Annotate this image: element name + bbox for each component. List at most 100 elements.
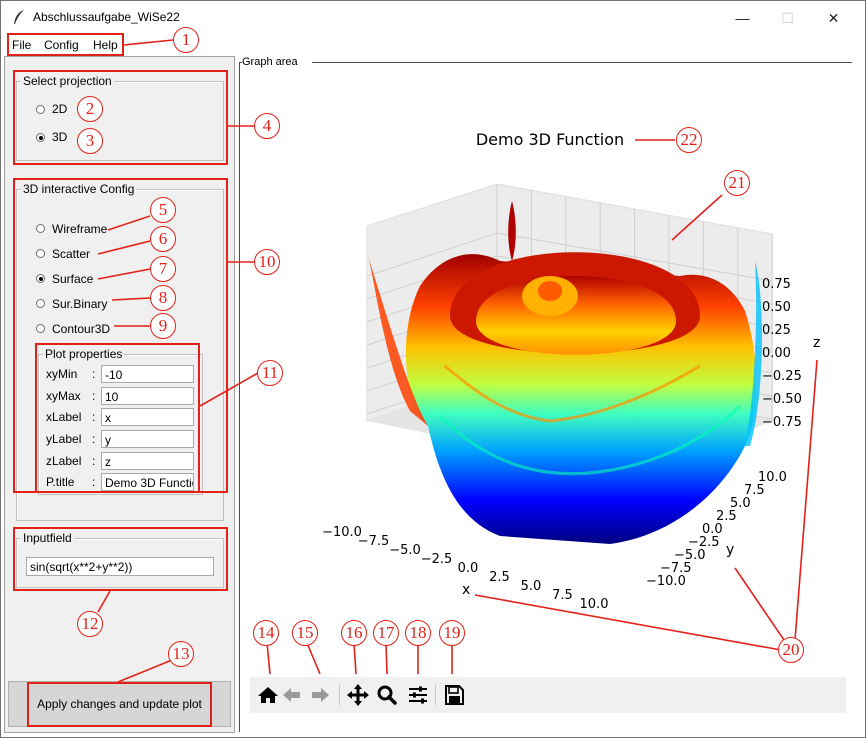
home-icon[interactable] [254, 681, 282, 709]
zlabel-label: zLabel [46, 454, 82, 468]
annotation-1: 1 [173, 27, 199, 53]
annotation-12: 12 [77, 611, 103, 637]
sidebar: Select projection 2D 3D 3D interactive C… [4, 56, 235, 733]
graph-area-frame-top [312, 62, 852, 63]
annotation-7: 7 [150, 256, 176, 282]
z-tick-label: 0.25 [762, 323, 791, 338]
z-axis-label: z [813, 335, 820, 351]
annotation-6: 6 [150, 226, 176, 252]
radio-contour3d-label[interactable]: Contour3D [52, 322, 111, 336]
annotation-2: 2 [77, 96, 103, 122]
radio-surbinary[interactable] [36, 299, 45, 308]
zoom-icon[interactable] [373, 681, 401, 709]
annotation-15: 15 [292, 620, 318, 646]
z-axis-ticks: 0.75 0.50 0.25 0.00 −0.25 −0.50 −0.75 [762, 277, 802, 430]
z-tick-label: 0.50 [762, 300, 791, 315]
plot-canvas[interactable]: −10.0−7.5−5.0−2.50.02.55.07.510.0 10.07.… [250, 66, 850, 674]
radio-surface-label[interactable]: Surface [52, 272, 94, 286]
radio-scatter-label[interactable]: Scatter [52, 247, 91, 261]
annotation-16: 16 [341, 620, 367, 646]
y-tick-label: −7.5 [660, 561, 692, 576]
graph-area-frame-left [239, 62, 242, 63]
toolbar-separator [339, 685, 340, 705]
radio-wireframe-label[interactable]: Wireframe [52, 222, 108, 236]
z-tick-label: 0.75 [762, 277, 791, 292]
toolbar-separator [435, 685, 436, 705]
y-tick-label: 7.5 [744, 483, 765, 498]
radio-2d[interactable] [36, 105, 45, 114]
x-tick-label: 7.5 [552, 588, 573, 603]
xymin-input[interactable]: -10 [101, 365, 194, 383]
xymax-label: xyMax [46, 389, 81, 403]
annotation-22: 22 [676, 127, 702, 153]
annotation-20: 20 [778, 637, 804, 663]
menu-help[interactable]: Help [93, 38, 118, 52]
annotation-9: 9 [150, 313, 176, 339]
config3d-group-title: 3D interactive Config [21, 182, 137, 196]
radio-surface[interactable] [36, 274, 45, 283]
ptitle-input[interactable]: Demo 3D Functio [101, 473, 194, 491]
menu-config[interactable]: Config [44, 38, 79, 52]
x-axis-ticks: −10.0−7.5−5.0−2.5 0.0 2.5 5.0 7.5 10.0 [322, 525, 608, 612]
annotation-13: 13 [168, 641, 194, 667]
z-tick-label: −0.75 [762, 415, 802, 430]
y-tick-label: −5.0 [674, 548, 706, 563]
ylabel-colon: : [92, 432, 96, 446]
back-icon[interactable] [278, 681, 306, 709]
radio-surbinary-label[interactable]: Sur.Binary [52, 297, 108, 311]
minimize-button[interactable]: — [735, 10, 750, 26]
plot-title: Demo 3D Function [476, 130, 624, 149]
plot-properties-highlight-box [35, 343, 200, 493]
annotation-17: 17 [373, 620, 399, 646]
xlabel-input[interactable]: x [101, 408, 194, 426]
xymin-colon: : [92, 367, 96, 381]
x-tick-label: 0.0 [458, 561, 479, 576]
annotation-3: 3 [77, 128, 103, 154]
grid-line [366, 232, 498, 277]
annotation-5: 5 [150, 197, 176, 223]
ptitle-label: P.title [46, 475, 75, 489]
radio-contour3d[interactable] [36, 324, 45, 333]
pan-icon[interactable] [344, 681, 372, 709]
menu-file[interactable]: File [12, 38, 32, 52]
radio-2d-label[interactable]: 2D [52, 102, 68, 116]
feather-app-icon [14, 10, 24, 24]
surface-plot [368, 201, 762, 545]
ylabel-input[interactable]: y [101, 430, 194, 448]
y-axis-ticks: 10.07.55.02.50.0−2.5−5.0−7.5−10.0 [646, 470, 787, 589]
xymax-input[interactable]: 10 [101, 387, 194, 405]
plot-properties-title: Plot properties [43, 347, 125, 361]
z-tick-label: −0.50 [762, 392, 802, 407]
function-input[interactable]: sin(sqrt(x**2+y**2)) [26, 557, 214, 576]
xlabel-label: xLabel [46, 410, 82, 424]
configure-icon[interactable] [404, 681, 432, 709]
ylabel-label: yLabel [46, 432, 82, 446]
y-tick-label: −10.0 [646, 574, 686, 589]
annotation-10: 10 [254, 249, 280, 275]
zlabel-input[interactable]: z [101, 452, 194, 470]
x-tick-label: 10.0 [580, 597, 609, 612]
maximize-button[interactable]: ☐ [781, 10, 794, 26]
save-icon[interactable] [440, 681, 468, 709]
radio-scatter[interactable] [36, 249, 45, 258]
x-tick-label: 2.5 [489, 570, 510, 585]
annotation-11: 11 [257, 360, 283, 386]
annotation-19: 19 [439, 620, 465, 646]
y-tick-label: 2.5 [716, 509, 737, 524]
menu-highlight-box [7, 33, 124, 56]
x-tick-label: 5.0 [521, 579, 542, 594]
x-tick-label: −5.0 [389, 543, 421, 558]
title-bar [1, 1, 863, 35]
radio-3d-label[interactable]: 3D [52, 130, 68, 144]
window-title: Abschlussaufgabe_WiSe22 [33, 10, 180, 24]
projection-group-title: Select projection [21, 74, 114, 88]
graph-area-frame-side [239, 62, 240, 732]
close-button[interactable]: ✕ [827, 10, 840, 26]
projection-highlight-box [13, 70, 228, 165]
inputfield-highlight-box [13, 527, 228, 591]
radio-3d[interactable] [36, 133, 45, 142]
x-tick-label: −10.0 [322, 525, 362, 540]
radio-wireframe[interactable] [36, 224, 45, 233]
forward-icon[interactable] [306, 681, 334, 709]
